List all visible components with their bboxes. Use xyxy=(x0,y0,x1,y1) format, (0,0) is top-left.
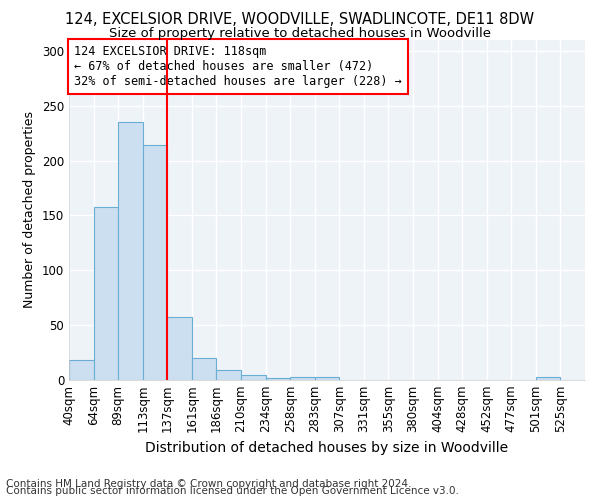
Bar xyxy=(167,318,192,380)
Bar xyxy=(315,376,339,380)
Text: Contains HM Land Registry data © Crown copyright and database right 2024.: Contains HM Land Registry data © Crown c… xyxy=(6,479,412,489)
Bar xyxy=(94,206,118,380)
Bar xyxy=(143,146,167,380)
Bar xyxy=(69,360,94,380)
Text: 124 EXCELSIOR DRIVE: 118sqm
← 67% of detached houses are smaller (472)
32% of se: 124 EXCELSIOR DRIVE: 118sqm ← 67% of det… xyxy=(74,45,402,88)
Text: Contains public sector information licensed under the Open Government Licence v3: Contains public sector information licen… xyxy=(6,486,459,496)
Bar xyxy=(266,378,290,380)
Y-axis label: Number of detached properties: Number of detached properties xyxy=(23,112,37,308)
X-axis label: Distribution of detached houses by size in Woodville: Distribution of detached houses by size … xyxy=(145,441,509,455)
Bar xyxy=(241,374,266,380)
Text: Size of property relative to detached houses in Woodville: Size of property relative to detached ho… xyxy=(109,28,491,40)
Bar xyxy=(217,370,241,380)
Bar xyxy=(536,376,560,380)
Text: 124, EXCELSIOR DRIVE, WOODVILLE, SWADLINCOTE, DE11 8DW: 124, EXCELSIOR DRIVE, WOODVILLE, SWADLIN… xyxy=(65,12,535,28)
Bar xyxy=(118,122,143,380)
Bar xyxy=(192,358,217,380)
Bar xyxy=(290,376,315,380)
